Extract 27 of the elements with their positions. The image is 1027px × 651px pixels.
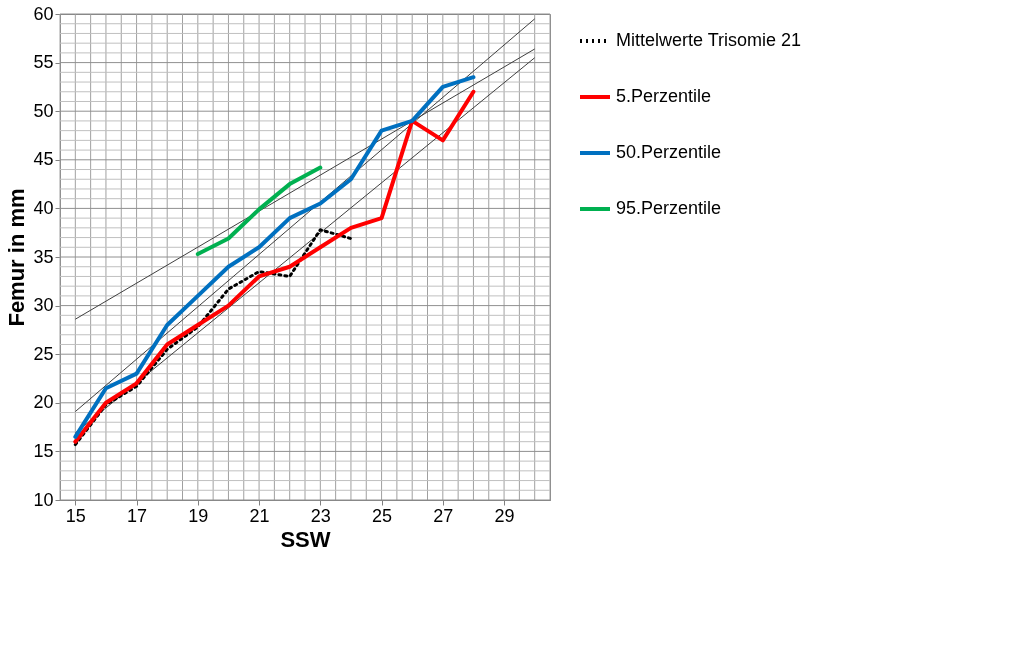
x-tick-label: 17 bbox=[127, 505, 148, 526]
line-series bbox=[73, 228, 353, 447]
x-tick-label: 19 bbox=[188, 505, 209, 526]
y-tick-label: 30 bbox=[33, 295, 54, 316]
y-tick-label: 25 bbox=[33, 343, 54, 364]
y-tick-label: 10 bbox=[33, 489, 54, 510]
y-axis-title: Femur in mm bbox=[4, 188, 30, 327]
y-tick-label: 45 bbox=[33, 149, 54, 170]
line-series bbox=[195, 165, 323, 257]
x-tick-label: 27 bbox=[433, 505, 454, 526]
x-axis-title: SSW bbox=[280, 526, 331, 552]
y-tick-label: 50 bbox=[33, 100, 54, 121]
legend-label: 95.Perzentile bbox=[616, 198, 722, 218]
y-tick-label: 55 bbox=[33, 52, 54, 73]
y-tick-label: 35 bbox=[33, 246, 54, 267]
y-tick-label: 20 bbox=[33, 392, 54, 413]
x-tick-label: 21 bbox=[249, 505, 270, 526]
x-tick-label: 25 bbox=[372, 505, 393, 526]
y-tick-label: 40 bbox=[33, 197, 54, 218]
legend-label: Mittelwerte Trisomie 21 bbox=[616, 30, 802, 50]
x-tick-label: 23 bbox=[310, 505, 331, 526]
x-tick-label: 29 bbox=[494, 505, 515, 526]
x-tick-label: 15 bbox=[65, 505, 86, 526]
y-tick-label: 15 bbox=[33, 440, 54, 461]
legend-label: 50.Perzentile bbox=[616, 142, 722, 162]
y-tick-label: 60 bbox=[33, 3, 54, 24]
legend-label: 5.Perzentile bbox=[616, 86, 712, 106]
